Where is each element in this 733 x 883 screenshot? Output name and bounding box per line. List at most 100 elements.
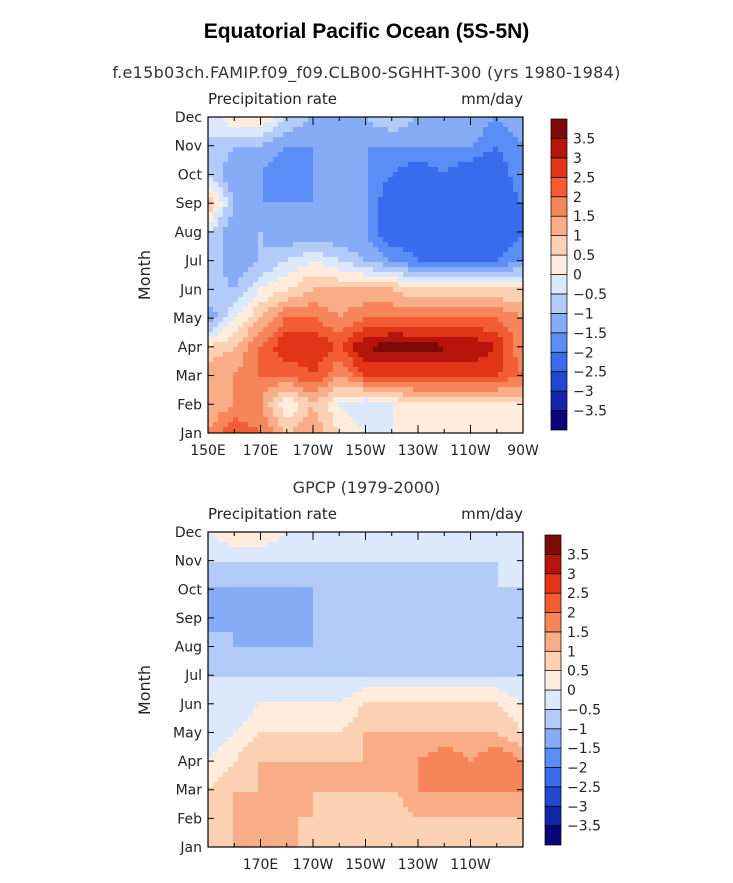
contour-cell	[273, 387, 279, 393]
contour-cell	[393, 227, 399, 233]
contour-cell	[293, 237, 299, 243]
contour-cell	[303, 587, 309, 593]
contour-cell	[468, 277, 474, 283]
contour-cell	[313, 197, 319, 203]
contour-cell	[368, 117, 374, 123]
contour-cell	[353, 322, 359, 328]
contour-cell	[373, 387, 379, 393]
contour-cell	[343, 232, 349, 238]
contour-cell	[388, 427, 394, 433]
contour-cell	[518, 227, 524, 233]
contour-cell	[368, 142, 374, 148]
contour-cell	[438, 397, 444, 403]
contour-cell	[223, 402, 229, 408]
contour-cell	[333, 332, 339, 338]
contour-cell	[498, 377, 504, 383]
contour-cell	[458, 242, 464, 248]
contour-cell	[433, 377, 439, 383]
contour-cell	[368, 287, 374, 293]
contour-cell	[228, 332, 234, 338]
contour-cell	[218, 422, 224, 428]
contour-cell	[313, 122, 319, 128]
contour-cell	[283, 187, 289, 193]
contour-cell	[348, 277, 354, 283]
contour-cell	[403, 427, 409, 433]
contour-cell	[338, 427, 344, 433]
contour-cell	[348, 247, 354, 253]
contour-cell	[248, 542, 254, 548]
contour-cell	[278, 382, 284, 388]
contour-cell	[498, 307, 504, 313]
contour-cell	[463, 177, 469, 183]
contour-cell	[283, 317, 289, 323]
contour-cell	[343, 197, 349, 203]
contour-cell	[238, 552, 244, 558]
contour-cell	[363, 422, 369, 428]
contour-cell	[498, 272, 504, 278]
contour-cell	[243, 402, 249, 408]
contour-cell	[418, 302, 424, 308]
contour-cell	[438, 142, 444, 148]
contour-cell	[353, 417, 359, 423]
contour-cell	[303, 377, 309, 383]
contour-cell	[223, 172, 229, 178]
contour-cell	[468, 297, 474, 303]
contour-cell	[233, 247, 239, 253]
contour-cell	[473, 257, 479, 263]
contour-cell	[518, 427, 524, 433]
contour-cell	[388, 562, 394, 568]
contour-cell	[478, 402, 484, 408]
contour-cell	[273, 297, 279, 303]
contour-cell	[363, 137, 369, 143]
contour-cell	[338, 327, 344, 333]
contour-cell	[243, 152, 249, 158]
contour-cell	[298, 277, 304, 283]
contour-cell	[273, 307, 279, 313]
contour-cell	[248, 227, 254, 233]
contour-cell	[448, 367, 454, 373]
contour-cell	[233, 132, 239, 138]
contour-cell	[473, 342, 479, 348]
contour-cell	[453, 142, 459, 148]
contour-cell	[453, 377, 459, 383]
contour-cell	[253, 182, 259, 188]
contour-cell	[228, 352, 234, 358]
contour-cell	[398, 377, 404, 383]
contour-cell	[448, 397, 454, 403]
contour-cell	[418, 362, 424, 368]
contour-cell	[253, 267, 259, 273]
contour-cell	[443, 177, 449, 183]
contour-cell	[278, 557, 284, 563]
contour-cell	[213, 212, 219, 218]
contour-cell	[218, 252, 224, 258]
contour-cell	[243, 367, 249, 373]
contour-cell	[288, 562, 294, 568]
contour-cell	[273, 342, 279, 348]
contour-cell	[423, 277, 429, 283]
contour-cell	[508, 122, 514, 128]
contour-cell	[428, 262, 434, 268]
contour-cell	[463, 302, 469, 308]
contour-cell	[238, 342, 244, 348]
contour-cell	[293, 127, 299, 133]
contour-cell	[453, 292, 459, 298]
contour-cell	[273, 352, 279, 358]
colorbar-swatch	[550, 254, 568, 275]
contour-cell	[243, 222, 249, 228]
panel1-units-label: mm/day	[461, 90, 523, 108]
contour-cell	[473, 127, 479, 133]
contour-cell	[453, 222, 459, 228]
contour-cell	[303, 382, 309, 388]
contour-cell	[268, 202, 274, 208]
contour-cell	[448, 362, 454, 368]
contour-cell	[453, 157, 459, 163]
contour-cell	[358, 572, 364, 578]
contour-cell	[408, 197, 414, 203]
contour-cell	[343, 192, 349, 198]
contour-cell	[423, 342, 429, 348]
contour-cell	[248, 537, 254, 543]
contour-cell	[358, 412, 364, 418]
contour-cell	[298, 152, 304, 158]
contour-cell	[323, 407, 329, 413]
contour-cell	[298, 167, 304, 173]
